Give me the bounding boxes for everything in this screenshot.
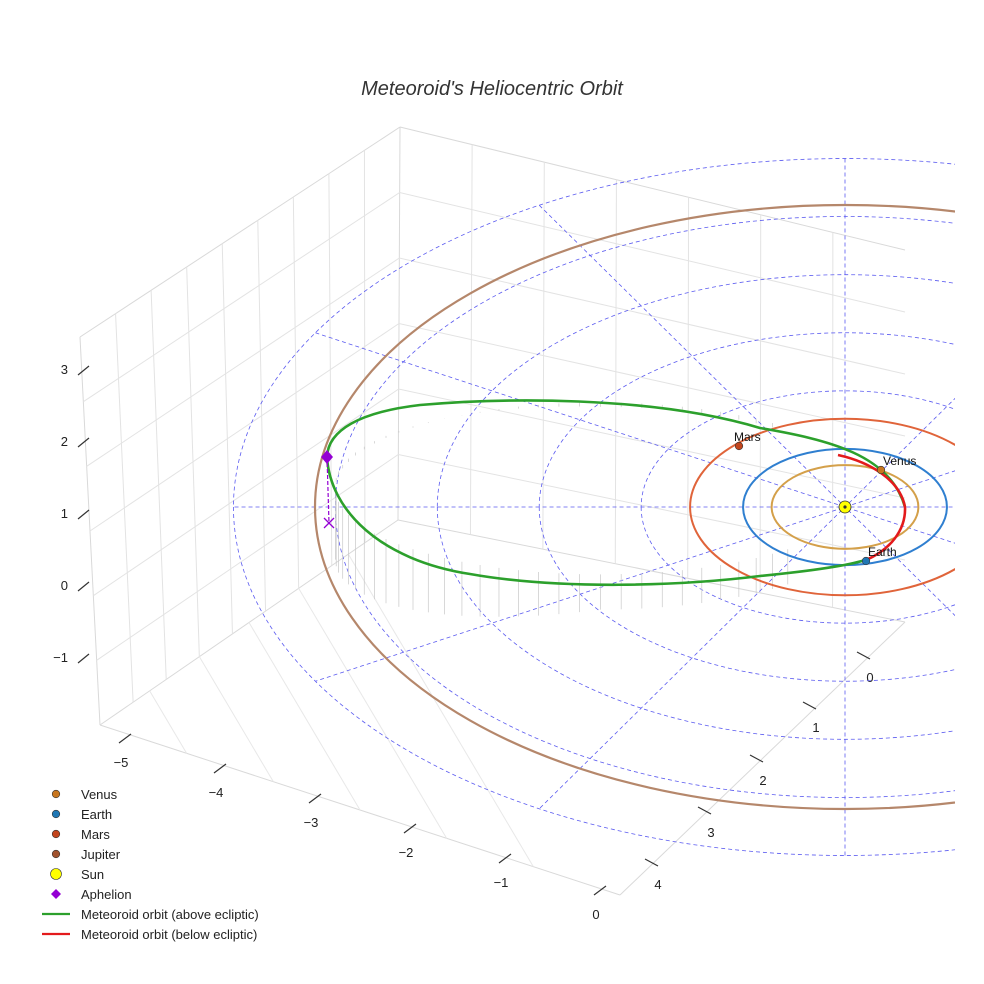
sun-center-dot [843,505,847,509]
wall-grid-line [86,257,906,467]
z-tick-mark [77,365,90,376]
y-tick-mark [802,701,817,710]
box-edge [399,126,906,251]
legend: Venus Earth Mars Jupiter Sun Aphelion Meteoroi… [42,787,259,942]
z-tick-mark [77,653,90,664]
floor-grid-line [248,622,361,811]
legend-label: Venus [81,787,118,802]
legend-label: Meteoroid orbit (above ecliptic) [81,907,259,922]
z-tick-label: 3 [61,362,68,377]
floor-grid-line [347,553,534,867]
y-tick-label: 1 [812,720,819,735]
box-edge [619,621,906,896]
ecliptic-ring [538,332,955,682]
z-tick-label: 2 [61,434,68,449]
ecliptic-spoke [315,332,955,544]
wall-grid-line [93,388,906,597]
x-tick-label: −3 [304,815,319,830]
legend-swatch [51,849,61,859]
mars-label: Mars [734,430,761,444]
legend-swatch [51,829,61,839]
ecliptic-ring [334,216,955,798]
markers: Venus Earth Mars [321,430,916,566]
x-tick-label: −2 [399,845,414,860]
chart-title: Meteoroid's Heliocentric Orbit [361,78,624,100]
aphelion-projection-marker [323,517,335,529]
box-grid [79,126,906,896]
meteoroid-orbit-below [837,453,907,562]
wall-grid [83,144,906,867]
earth-label: Earth [868,545,897,559]
ecliptic-ring [233,158,955,856]
jupiter-orbit [313,203,955,811]
x-tick-mark [213,763,227,774]
aphelion-marker [321,450,333,464]
legend-swatch [51,809,61,819]
y-tick-mark [856,651,871,660]
venus-orbit [770,464,920,550]
x-tick-mark [308,793,322,804]
legend-label: Aphelion [81,887,132,902]
legend-label: Sun [81,867,104,882]
x-tick-label: −4 [209,785,224,800]
venus-label: Venus [883,454,916,468]
z-tick-label: 0 [61,578,68,593]
y-tick-label: 2 [759,773,766,788]
z-tick-mark [77,581,90,592]
wall-grid-line [89,322,906,532]
box-edge [79,126,401,338]
legend-label: Mars [81,827,110,842]
legend-swatch [50,868,62,880]
x-tick-label: −1 [494,875,509,890]
z-tick-label: 1 [61,506,68,521]
y-tick-label: 0 [866,670,873,685]
wall-grid-line [96,453,906,661]
z-tick-mark [77,509,90,520]
y-tick-mark [697,806,712,815]
earth-orbit [742,447,948,567]
floor-grid-line [298,588,448,839]
x-tick-label: −5 [114,755,129,770]
y-tick-mark [644,858,659,867]
floor-grid-line [149,690,188,754]
floor-grid-line [198,656,274,782]
y-axis-ticks: 0 1 2 3 4 [644,651,874,892]
x-tick-mark [118,733,132,744]
x-tick-mark [498,853,512,864]
legend-label: Jupiter [81,847,121,862]
x-tick-label: 0 [592,907,599,922]
legend-label: Meteoroid orbit (below ecliptic) [81,927,257,942]
wall-grid-line [83,191,906,403]
mars-marker [734,441,744,451]
x-tick-mark [403,823,417,834]
y-tick-label: 4 [654,877,661,892]
legend-label: Earth [81,807,112,822]
x-axis-ticks: −5 −4 −3 −2 −1 0 [114,733,607,922]
y-tick-mark [749,754,764,763]
earth-marker [861,556,871,566]
planet-orbits [313,203,955,811]
y-tick-label: 3 [707,825,714,840]
z-axis-ticks: 3 2 1 0 −1 [53,362,90,665]
legend-swatch [51,889,61,899]
legend-swatch [51,789,61,799]
ecliptic-ring [640,390,955,624]
aphelion-drop-line [326,456,330,524]
z-tick-label: −1 [53,650,68,665]
venus-marker [876,465,886,475]
z-tick-mark [77,437,90,448]
mars-orbit [689,417,955,597]
box-edge [397,519,906,623]
x-tick-mark [593,885,607,896]
